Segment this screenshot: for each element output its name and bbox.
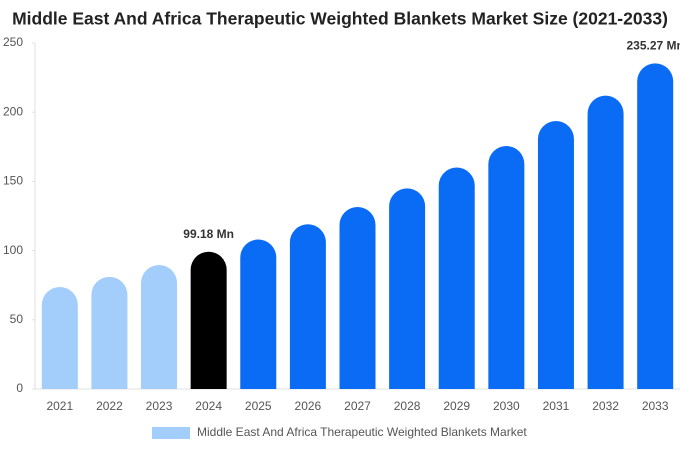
x-tick-label: 2033 [642, 399, 669, 413]
bar [240, 239, 277, 389]
y-tick-label: 200 [3, 104, 23, 118]
x-tick-label: 2023 [146, 399, 173, 413]
bar [339, 207, 376, 389]
y-tick-label: 250 [3, 35, 23, 49]
bar [141, 265, 178, 389]
x-tick-label: 2021 [46, 399, 73, 413]
bar [537, 121, 574, 389]
value-label: 99.18 Mn [183, 227, 234, 241]
bar [389, 188, 426, 389]
x-tick-label: 2022 [96, 399, 123, 413]
x-tick-label: 2030 [493, 399, 520, 413]
x-tick-label: 2026 [295, 399, 322, 413]
y-tick-label: 0 [16, 381, 23, 395]
bar [41, 287, 78, 389]
chart-title: Middle East And Africa Therapeutic Weigh… [12, 9, 668, 29]
x-tick-label: 2024 [195, 399, 222, 413]
bar [438, 167, 475, 389]
bar [91, 276, 128, 389]
bar [289, 224, 326, 389]
y-tick-label: 50 [10, 312, 24, 326]
y-tick-label: 150 [3, 174, 23, 188]
bar [637, 63, 674, 389]
x-tick-label: 2032 [592, 399, 619, 413]
legend-label: Middle East And Africa Therapeutic Weigh… [197, 425, 527, 439]
bar [587, 95, 624, 389]
value-label: 235.27 Mn [627, 39, 680, 53]
x-tick-label: 2025 [245, 399, 272, 413]
x-tick-label: 2027 [344, 399, 371, 413]
x-tick-label: 2031 [543, 399, 570, 413]
y-tick-label: 100 [3, 243, 23, 257]
x-tick-label: 2028 [394, 399, 421, 413]
legend-swatch [152, 427, 190, 439]
bar [190, 251, 227, 389]
bar [488, 145, 525, 389]
x-tick-label: 2029 [443, 399, 470, 413]
